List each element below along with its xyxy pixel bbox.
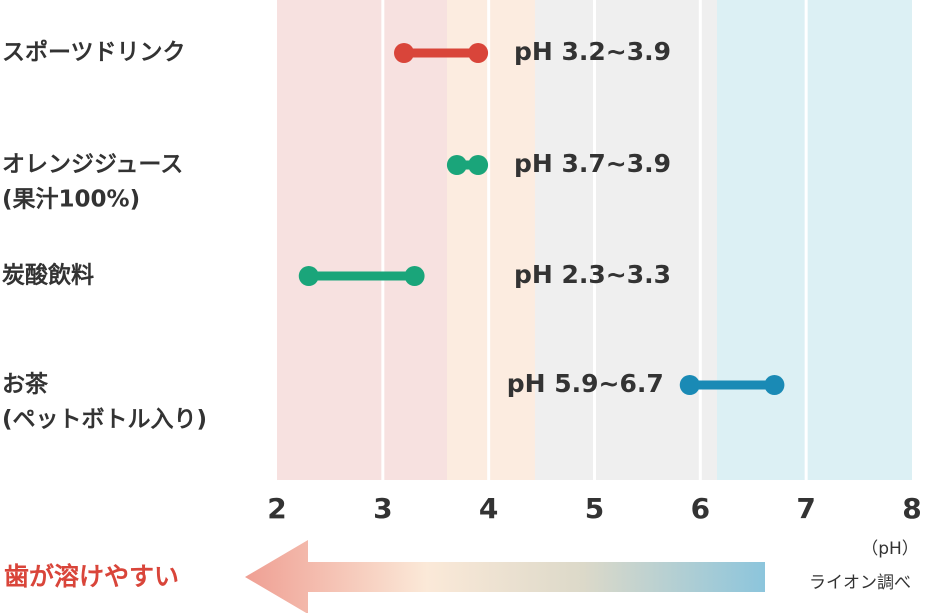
x-tick-label: 7 [796, 492, 815, 525]
x-tick-label: 2 [267, 492, 286, 525]
high-dot [764, 375, 785, 395]
high-dot [404, 266, 425, 286]
x-tick-label: 3 [373, 492, 392, 525]
low-dot [679, 375, 700, 395]
category-note: (ペットボトル入り) [2, 407, 207, 433]
x-tick-label: 5 [585, 492, 604, 525]
value-label: pH 5.9~6.7 [507, 369, 664, 398]
bands [277, 0, 912, 480]
category-label: スポーツドリンク [2, 39, 186, 66]
x-tick-label: 8 [902, 492, 921, 525]
arrow [245, 540, 765, 613]
band [277, 0, 447, 480]
high-dot [468, 43, 489, 63]
low-dot [394, 43, 414, 63]
category-note: (果汁100%) [2, 187, 140, 213]
arrow-label: 歯が溶けやすい [4, 562, 179, 591]
grid [381, 0, 808, 480]
category-label: 炭酸飲料 [2, 262, 94, 289]
value-label: pH 3.7~3.9 [514, 149, 671, 178]
source: ライオン調べ [809, 573, 911, 593]
value-label: pH 2.3~3.3 [514, 260, 671, 289]
band [717, 0, 912, 480]
category-label: お茶 [2, 372, 49, 398]
marks [298, 43, 785, 395]
x-tick-label: 6 [691, 492, 710, 525]
value-label: pH 3.2~3.9 [514, 37, 671, 66]
band [535, 0, 717, 480]
category-label: オレンジジュース [2, 152, 183, 178]
x-axis-label: （pH） [861, 539, 919, 559]
band [447, 0, 535, 480]
low-dot [446, 155, 467, 175]
high-dot [468, 155, 489, 175]
low-dot [298, 266, 319, 286]
x-tick-label: 4 [479, 492, 498, 525]
